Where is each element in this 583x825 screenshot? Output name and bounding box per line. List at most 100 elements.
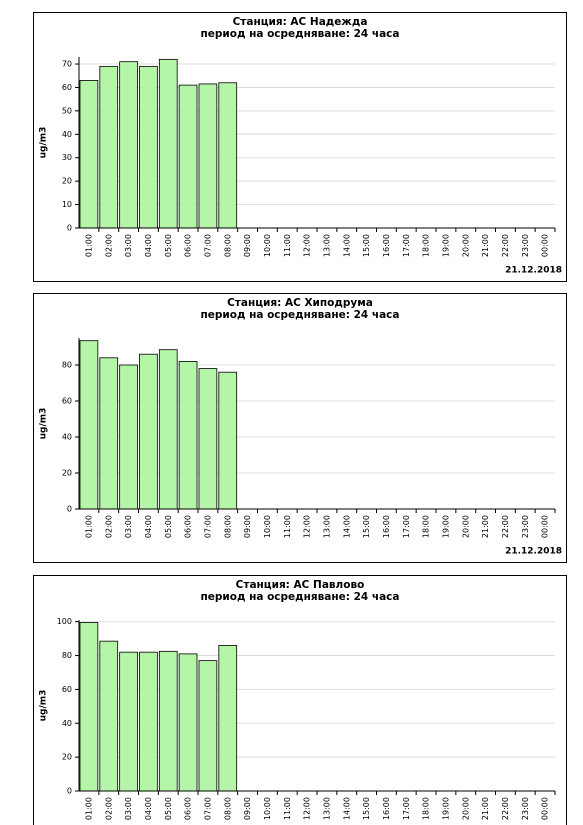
x-tick-label: 19:00 xyxy=(441,515,450,538)
x-tick-label: 23:00 xyxy=(521,797,530,820)
chart-title: Станция: АС Павлово xyxy=(236,579,365,591)
y-tick-label: 30 xyxy=(62,153,72,162)
x-tick-label: 20:00 xyxy=(461,234,470,257)
x-tick-label: 05:00 xyxy=(164,234,173,257)
bar xyxy=(218,82,238,229)
chart-title: Станция: АС Надежда xyxy=(233,16,368,28)
x-tick-label: 03:00 xyxy=(124,797,133,820)
x-tick-label: 12:00 xyxy=(303,797,312,820)
y-tick-label: 0 xyxy=(67,505,72,514)
x-tick-label: 02:00 xyxy=(104,797,113,820)
y-tick-label: 60 xyxy=(62,397,72,406)
x-tick-label: 15:00 xyxy=(362,234,371,257)
x-tick-label: 14:00 xyxy=(342,234,351,257)
x-tick-label: 11:00 xyxy=(283,234,292,257)
x-tick-label: 10:00 xyxy=(263,515,272,538)
x-tick-label: 00:00 xyxy=(541,234,550,257)
x-tick-label: 03:00 xyxy=(124,234,133,257)
x-tick-label: 17:00 xyxy=(402,515,411,538)
date-label: 21.12.2018 xyxy=(505,266,562,276)
x-tick-label: 01:00 xyxy=(84,515,93,538)
x-tick-label: 16:00 xyxy=(382,515,391,538)
bar xyxy=(198,660,218,792)
x-tick-label: 06:00 xyxy=(184,234,193,257)
x-tick-label: 16:00 xyxy=(382,234,391,257)
x-tick-label: 01:00 xyxy=(84,234,93,257)
bar xyxy=(158,650,178,792)
x-tick-label: 22:00 xyxy=(501,515,510,538)
x-tick-label: 03:00 xyxy=(124,515,133,538)
x-tick-label: 04:00 xyxy=(144,234,153,257)
y-tick-label: 10 xyxy=(62,200,72,209)
x-tick-label: 13:00 xyxy=(322,797,331,820)
chart-title: Станция: АС Хиподрума xyxy=(227,297,373,309)
x-tick-label: 02:00 xyxy=(104,234,113,257)
bar xyxy=(218,644,238,792)
bar xyxy=(79,80,99,229)
bar xyxy=(158,58,178,229)
x-tick-label: 05:00 xyxy=(164,797,173,820)
x-tick-label: 08:00 xyxy=(223,797,232,820)
x-tick-label: 07:00 xyxy=(203,234,212,257)
x-tick-label: 08:00 xyxy=(223,515,232,538)
x-tick-label: 19:00 xyxy=(441,234,450,257)
y-tick-label: 40 xyxy=(62,130,72,139)
x-tick-label: 23:00 xyxy=(521,234,530,257)
x-tick-label: 17:00 xyxy=(402,234,411,257)
y-tick-label: 40 xyxy=(62,433,72,442)
y-tick-label: 20 xyxy=(62,753,72,762)
y-tick-label: 100 xyxy=(57,617,72,626)
y-tick-label: 40 xyxy=(62,719,72,728)
bar xyxy=(119,364,138,510)
x-tick-label: 00:00 xyxy=(541,515,550,538)
x-tick-label: 14:00 xyxy=(342,797,351,820)
x-tick-label: 20:00 xyxy=(461,515,470,538)
x-tick-label: 13:00 xyxy=(322,234,331,257)
bar xyxy=(99,640,119,792)
y-tick-label: 60 xyxy=(62,83,72,92)
x-tick-label: 18:00 xyxy=(422,515,431,538)
y-tick-label: 20 xyxy=(62,469,72,478)
x-tick-label: 12:00 xyxy=(303,234,312,257)
bar xyxy=(139,353,158,510)
y-tick-label: 20 xyxy=(62,177,72,186)
x-tick-label: 23:00 xyxy=(521,515,530,538)
x-tick-label: 07:00 xyxy=(203,515,212,538)
bar xyxy=(139,651,158,792)
y-tick-label: 0 xyxy=(67,787,72,796)
x-tick-label: 02:00 xyxy=(104,515,113,538)
y-axis-label: ug/m3 xyxy=(39,408,49,440)
bar xyxy=(178,653,198,792)
x-tick-label: 15:00 xyxy=(362,515,371,538)
y-axis-label: ug/m3 xyxy=(39,690,49,722)
bar xyxy=(198,368,218,510)
bar xyxy=(79,622,99,792)
x-tick-label: 00:00 xyxy=(541,797,550,820)
x-tick-label: 16:00 xyxy=(382,797,391,820)
x-tick-label: 05:00 xyxy=(164,515,173,538)
x-tick-label: 06:00 xyxy=(184,797,193,820)
x-tick-label: 21:00 xyxy=(481,234,490,257)
chart-subtitle: период на осредняване: 24 часа xyxy=(201,28,400,40)
x-tick-label: 13:00 xyxy=(322,515,331,538)
x-tick-label: 04:00 xyxy=(144,515,153,538)
y-tick-label: 80 xyxy=(62,361,72,370)
x-tick-label: 14:00 xyxy=(342,515,351,538)
x-tick-label: 08:00 xyxy=(223,234,232,257)
x-tick-label: 15:00 xyxy=(362,797,371,820)
chart-subtitle: период на осредняване: 24 часа xyxy=(201,591,400,603)
y-tick-label: 50 xyxy=(62,106,72,115)
y-tick-label: 70 xyxy=(62,60,72,69)
x-tick-label: 20:00 xyxy=(461,797,470,820)
bar xyxy=(119,651,138,792)
x-tick-label: 07:00 xyxy=(203,797,212,820)
x-tick-label: 10:00 xyxy=(263,234,272,257)
x-tick-label: 19:00 xyxy=(441,797,450,820)
bar xyxy=(139,65,158,229)
x-tick-label: 22:00 xyxy=(501,797,510,820)
x-tick-label: 09:00 xyxy=(243,515,252,538)
x-tick-label: 22:00 xyxy=(501,234,510,257)
